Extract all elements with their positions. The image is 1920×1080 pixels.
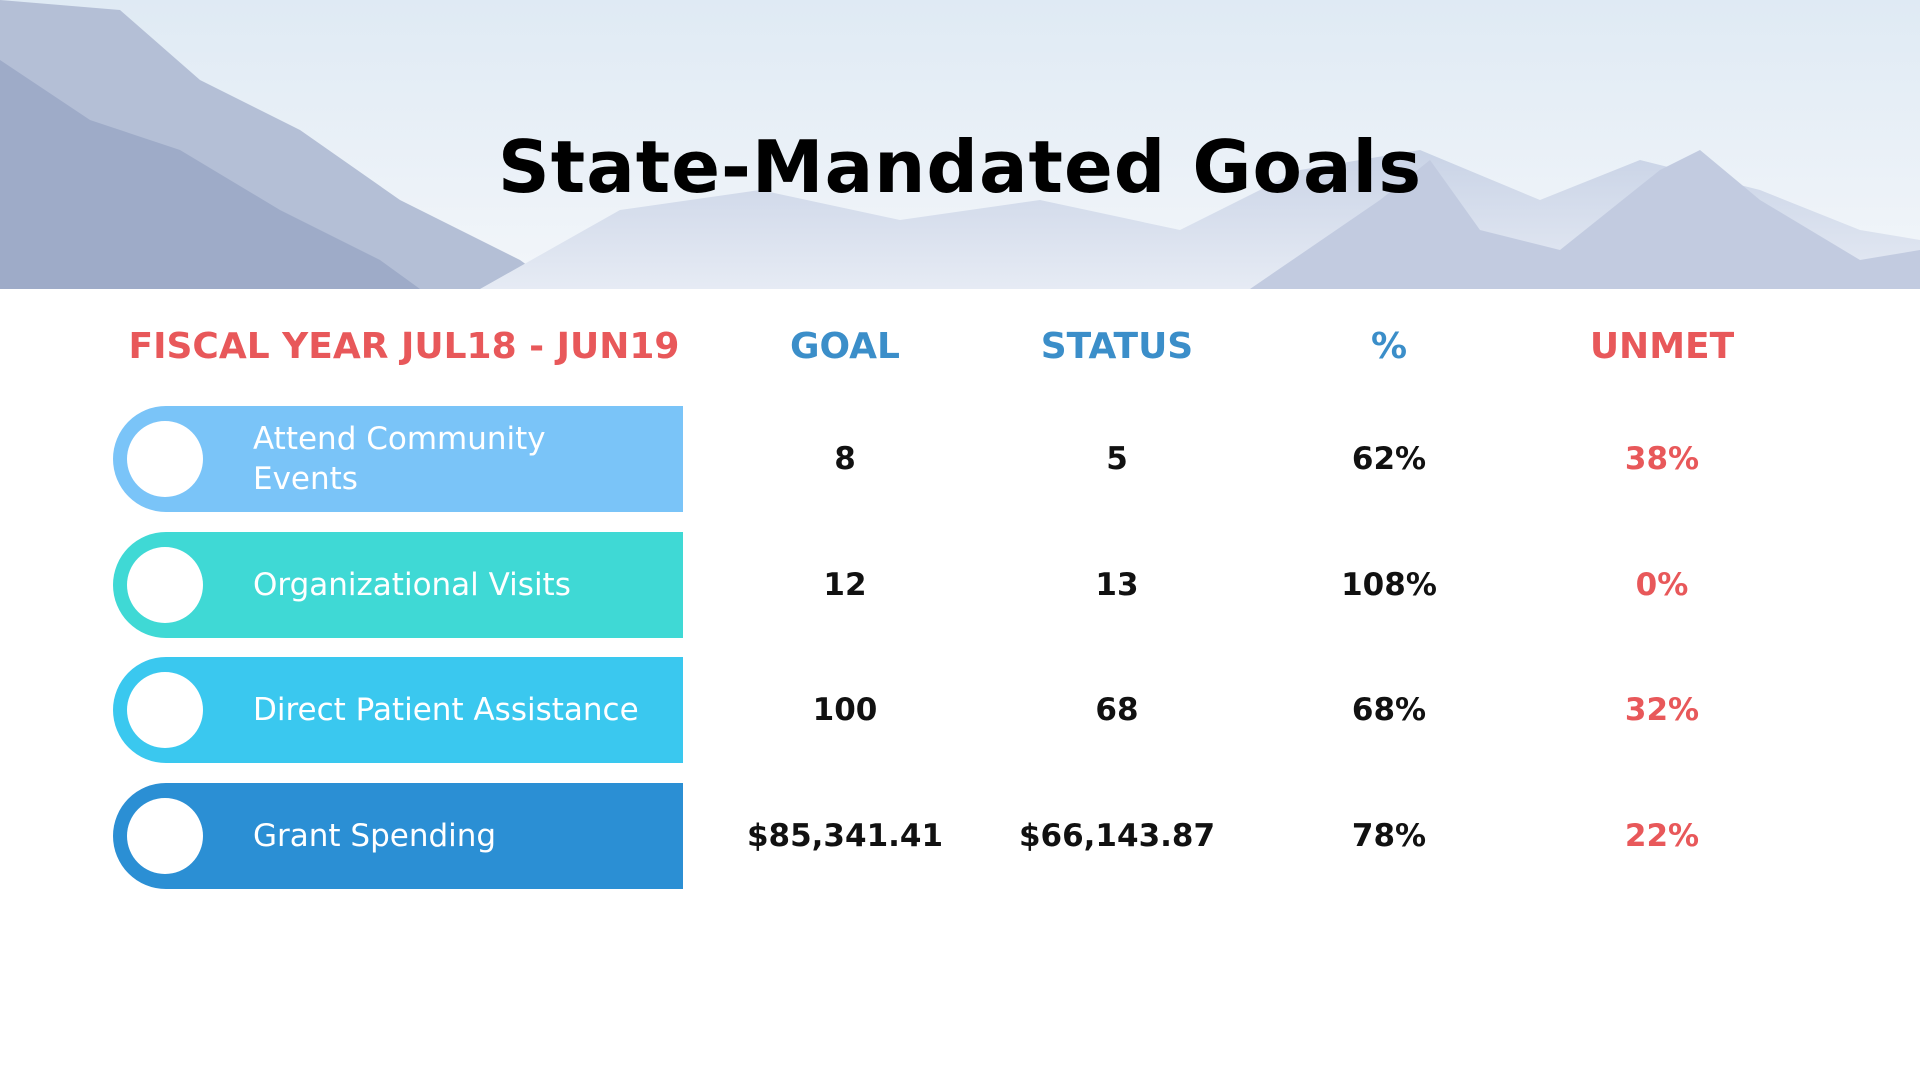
table-cell: 32% — [1624, 692, 1700, 728]
row-label-pill: Direct Patient Assistance — [113, 657, 683, 763]
row-icon — [127, 672, 203, 748]
table-cell: 108% — [1341, 566, 1437, 603]
table-cell: 100 — [812, 692, 878, 728]
table-cell: 78% — [1351, 817, 1427, 854]
table-cell: 0% — [1635, 566, 1689, 603]
row-icon — [127, 797, 203, 874]
table-cell: 5 — [1106, 441, 1128, 477]
column-header: GOAL — [790, 326, 900, 367]
row-label: Organizational Visits — [253, 566, 571, 603]
mountain-banner — [0, 0, 1920, 289]
table-cell: $66,143.87 — [1018, 817, 1216, 854]
column-header: FISCAL YEAR JUL18 - JUN19 — [128, 326, 680, 367]
row-label-pill: Grant Spending — [113, 782, 683, 889]
row-label: Direct Patient Assistance — [253, 692, 639, 728]
table-cell: 13 — [1095, 566, 1139, 603]
row-label: Attend Community Events — [253, 421, 546, 497]
row-icon — [127, 546, 203, 623]
table-cell: 68% — [1351, 692, 1427, 728]
table-cell: $85,341.41 — [746, 817, 944, 854]
column-header: UNMET — [1589, 326, 1735, 367]
table-cell: 22% — [1624, 817, 1700, 854]
table-cell: 38% — [1624, 441, 1700, 477]
column-header: STATUS — [1040, 326, 1194, 367]
table-cell: 62% — [1351, 441, 1427, 477]
table-cell: 12 — [823, 566, 867, 603]
row-icon — [127, 421, 203, 497]
row-label-pill: Attend Community Events — [113, 406, 683, 512]
row-label-pill: Organizational Visits — [113, 531, 683, 638]
row-label: Grant Spending — [253, 817, 497, 854]
table-cell: 68 — [1095, 692, 1139, 728]
table-cell: 8 — [834, 441, 856, 477]
slide-title: State-Mandated Goals — [497, 125, 1423, 209]
column-header: % — [1370, 326, 1408, 367]
